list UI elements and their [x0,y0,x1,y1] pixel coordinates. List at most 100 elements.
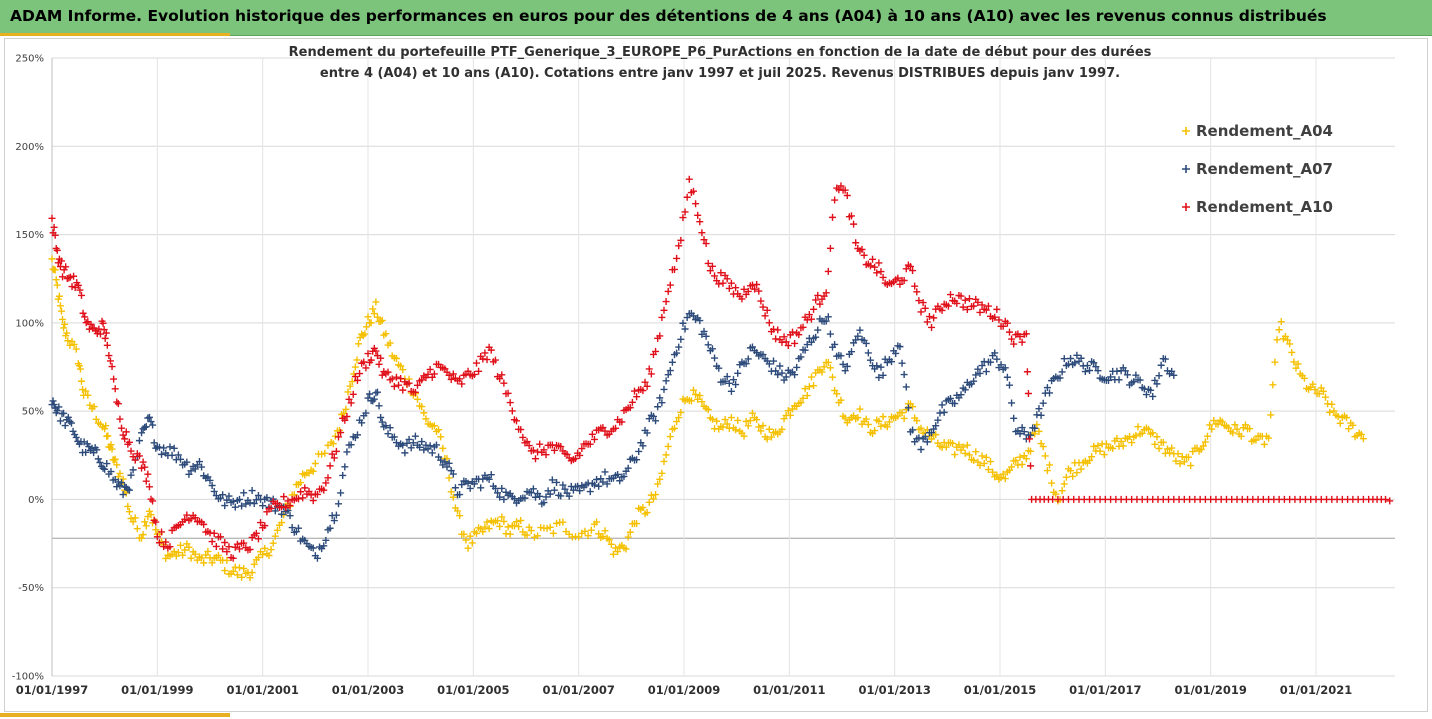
data-point [221,538,229,546]
data-point [138,464,146,472]
data-point [732,381,740,389]
data-point [1107,373,1115,381]
data-point [420,446,428,454]
data-point [76,286,84,294]
data-point [1083,362,1091,370]
data-point [841,367,849,375]
data-point [418,376,426,384]
data-point [879,371,887,379]
data-point [131,514,139,522]
data-point [102,422,110,430]
data-point [1136,376,1144,384]
data-point [740,285,748,293]
data-point [609,550,617,558]
data-point [590,435,598,443]
data-point [273,499,281,507]
data-point [974,365,982,373]
data-point [1359,435,1367,443]
data-point [612,424,620,432]
data-point [1170,371,1178,379]
data-point [1382,495,1390,503]
data-point [683,193,691,201]
x-tick-label: 01/01/2017 [1069,683,1141,697]
data-point [599,424,607,432]
data-point [917,308,925,316]
data-point [309,467,317,475]
data-point [563,450,571,458]
data-point [362,364,370,372]
data-point [1058,487,1066,495]
data-point [210,487,218,495]
data-point [991,313,999,321]
data-point [70,272,78,280]
x-tick-label: 01/01/2001 [226,683,298,697]
data-point [437,433,445,441]
data-point [999,470,1007,478]
data-point [62,263,70,271]
data-point [170,548,178,556]
data-point [322,479,330,487]
data-point [1128,439,1136,447]
data-point [763,435,771,443]
data-point [767,433,775,441]
data-point [219,491,227,499]
data-point [235,495,243,503]
data-point [152,444,160,452]
data-point [294,495,302,503]
data-point [550,486,558,494]
data-point [816,300,824,308]
chart-frame [4,38,1428,712]
data-point [59,315,67,323]
data-point [399,386,407,394]
data-point [645,498,653,506]
data-point [424,370,432,378]
data-point [355,340,363,348]
data-point [759,351,767,359]
data-point [53,246,61,254]
data-point [698,398,706,406]
data-point [628,398,636,406]
data-point [60,266,68,274]
data-point [826,330,834,338]
data-point [748,343,756,351]
data-point [550,446,558,454]
data-point [162,538,170,546]
data-point [359,332,367,340]
data-point [337,489,345,497]
data-point [553,478,561,486]
data-point [153,533,161,541]
data-point [704,406,712,414]
data-point [174,451,182,459]
data-point [152,526,160,534]
data-point [662,451,670,459]
data-point [1161,355,1169,363]
data-point [772,335,780,343]
data-point [94,455,102,463]
data-point [122,428,130,436]
data-point [902,383,910,391]
data-point [711,272,719,280]
data-point [677,236,685,244]
data-point [586,440,594,448]
data-point [888,358,896,366]
data-point [257,519,265,527]
data-point [957,391,965,399]
data-point [1092,363,1100,371]
data-point [928,435,936,443]
data-point [959,303,967,311]
data-point [999,322,1007,330]
data-point [820,363,828,371]
x-tick-label: 01/01/2011 [753,683,825,697]
data-point [829,213,837,221]
data-point [993,305,1001,313]
data-point [82,448,90,456]
data-point [536,440,544,448]
data-point [1117,438,1125,446]
data-point [101,334,109,342]
data-point [307,491,315,499]
data-point [158,450,166,458]
chart-subtitle-line-1: Rendement du portefeuille PTF_Generique_… [289,45,1152,60]
data-point [858,245,866,253]
data-point [557,443,565,451]
data-point [1081,368,1089,376]
